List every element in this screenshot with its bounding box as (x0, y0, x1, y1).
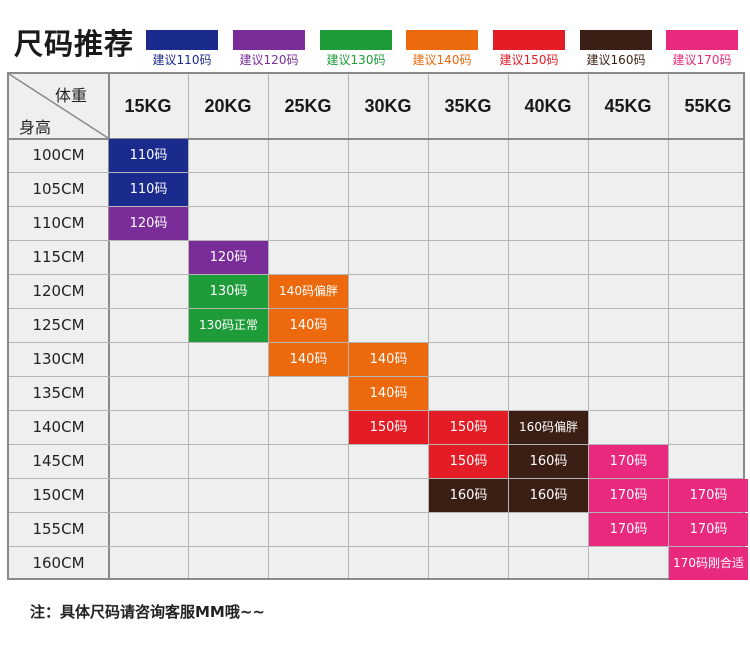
size-cell: 170码 (669, 479, 748, 512)
size-cell: 140码 (349, 377, 428, 410)
grid-line (9, 138, 743, 140)
grid-line (9, 172, 743, 173)
grid-line (9, 444, 743, 445)
height-header: 100CM (32, 146, 85, 164)
weight-header: 25KG (284, 96, 332, 116)
legend-label: 建议170码 (672, 53, 732, 67)
size-cell: 160码 (509, 445, 588, 478)
page-title: 尺码推荐 (14, 27, 135, 61)
legend-swatch (146, 30, 218, 50)
legend-label: 建议110码 (152, 53, 212, 67)
grid-line (9, 512, 743, 513)
legend-label: 建议130码 (326, 53, 386, 67)
grid-line (668, 74, 669, 578)
weight-header: 55KG (684, 96, 732, 116)
legend-swatch (320, 30, 392, 50)
height-header: 155CM (32, 520, 85, 538)
height-header: 115CM (32, 248, 85, 266)
weight-header: 40KG (524, 96, 572, 116)
size-cell: 150码 (349, 411, 428, 444)
legend-swatch (666, 30, 738, 50)
size-cell: 150码 (429, 445, 508, 478)
legend-label: 建议160码 (586, 53, 646, 67)
header: 尺码推荐 建议110码 建议120码 建议130码 建议140码 建议150码 建议160… (0, 0, 750, 72)
height-header: 130CM (32, 350, 85, 368)
size-table: 体重 身高 15KG 20KG 25KG 30KG 35KG 40KG 45KG 55KG 10… (7, 72, 748, 580)
weight-header: 30KG (364, 96, 412, 116)
legend-swatch (233, 30, 305, 50)
grid-line (508, 74, 509, 578)
legend-swatch (580, 30, 652, 50)
corner-diagonal (9, 74, 108, 138)
grid-line (268, 74, 269, 578)
size-cell: 110码 (109, 173, 188, 206)
size-cell: 170码刚合适 (669, 547, 748, 580)
size-cell: 120码 (109, 207, 188, 240)
legend-item: 建议160码 (580, 30, 652, 67)
legend-label: 建议150码 (499, 53, 559, 67)
height-header: 135CM (32, 384, 85, 402)
grid-line (9, 308, 743, 309)
grid-line (428, 74, 429, 578)
size-cell: 170码 (589, 479, 668, 512)
height-header: 150CM (32, 486, 85, 504)
size-cell: 170码 (669, 513, 748, 546)
height-header: 120CM (32, 282, 85, 300)
weight-header: 20KG (204, 96, 252, 116)
height-header: 160CM (32, 554, 85, 572)
height-header: 140CM (32, 418, 85, 436)
size-cell: 130码正常 (189, 309, 268, 342)
size-cell: 170码 (589, 445, 668, 478)
height-header: 105CM (32, 180, 85, 198)
size-cell: 150码 (429, 411, 508, 444)
height-header: 145CM (32, 452, 85, 470)
size-cell: 120码 (189, 241, 268, 274)
weight-header: 15KG (124, 96, 172, 116)
legend-item: 建议150码 (493, 30, 565, 67)
size-cell: 140码 (349, 343, 428, 376)
grid-line (108, 74, 110, 578)
weight-header: 35KG (444, 96, 492, 116)
grid-line (588, 74, 589, 578)
height-header: 125CM (32, 316, 85, 334)
legend-item: 建议170码 (666, 30, 738, 67)
legend-swatch (406, 30, 478, 50)
legend-item: 建议130码 (320, 30, 392, 67)
footnote: 注：具体尺码请咨询客服MM哦~~ (30, 603, 265, 621)
corner-height-label: 身高 (19, 118, 52, 137)
legend-item: 建议110码 (146, 30, 218, 67)
size-cell: 170码 (589, 513, 668, 546)
size-cell: 140码 (269, 309, 348, 342)
grid-line (9, 376, 743, 377)
size-cell: 140码 (269, 343, 348, 376)
grid-line (9, 206, 743, 207)
size-cell: 140码偏胖 (269, 275, 348, 308)
size-cell: 110码 (109, 139, 188, 172)
grid-line (9, 546, 743, 547)
legend-label: 建议120码 (239, 53, 299, 67)
size-cell: 130码 (189, 275, 268, 308)
grid-line (188, 74, 189, 578)
grid-line (9, 240, 743, 241)
grid-line (9, 478, 743, 479)
corner-weight-label: 体重 (55, 86, 88, 105)
legend-item: 建议120码 (233, 30, 305, 67)
legend-swatch (493, 30, 565, 50)
grid-line (9, 342, 743, 343)
size-cell: 160码 (509, 479, 588, 512)
grid-line (348, 74, 349, 578)
height-header: 110CM (32, 214, 85, 232)
grid-line (9, 410, 743, 411)
weight-header: 45KG (604, 96, 652, 116)
size-cell: 160码 (429, 479, 508, 512)
legend-label: 建议140码 (412, 53, 472, 67)
legend-item: 建议140码 (406, 30, 478, 67)
size-cell: 160码偏胖 (509, 411, 588, 444)
grid-line (9, 274, 743, 275)
